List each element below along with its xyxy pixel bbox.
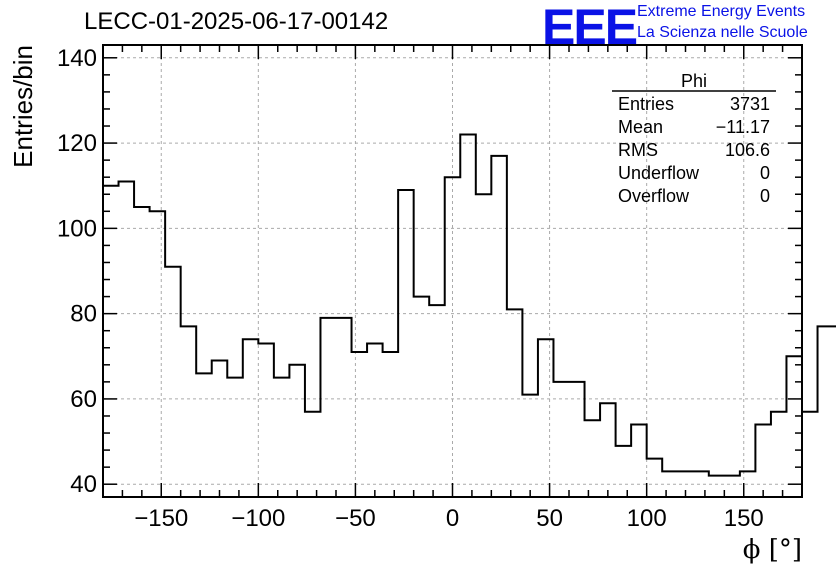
chart-title: LECC-01-2025-06-17-00142	[84, 8, 389, 35]
x-tick-label: −150	[134, 505, 188, 532]
stats-value: 0	[760, 163, 770, 183]
histogram-series	[103, 133, 836, 477]
y-tick-label: 60	[70, 386, 97, 413]
axis-ticks	[102, 45, 803, 497]
y-tick-labels: 40 60 80 100 120 140	[57, 45, 97, 498]
stats-box: Phi Entries 3731 Mean −11.17 RMS 106.6 Underflo…	[612, 71, 776, 206]
x-axis-label: ϕ [°]	[743, 535, 802, 565]
stats-value: −11.17	[716, 117, 770, 137]
logo-subtitle-line2: La Scienza nelle Scuole	[637, 24, 808, 41]
stats-value: 0	[760, 186, 770, 206]
y-axis-label: Entries/bin	[8, 45, 38, 168]
x-tick-labels: −150 −100 −50 0 50 100 150	[134, 505, 764, 532]
stats-value: 106.6	[725, 140, 770, 160]
x-tick-label: 0	[446, 505, 459, 532]
stats-label: Underflow	[618, 163, 700, 183]
stats-label: RMS	[618, 140, 658, 160]
grid-lines	[103, 45, 802, 497]
stats-label: Entries	[618, 94, 674, 114]
x-tick-label: 150	[724, 505, 764, 532]
stats-label: Mean	[618, 117, 663, 137]
stats-label: Overflow	[618, 186, 690, 206]
y-tick-label: 80	[70, 301, 97, 328]
x-tick-label: 50	[536, 505, 563, 532]
x-tick-label: −50	[335, 505, 376, 532]
y-tick-label: 140	[57, 45, 97, 72]
logo-subtitle-line1: Extreme Energy Events	[637, 3, 806, 20]
x-tick-label: −100	[231, 505, 285, 532]
stats-value: 3731	[730, 94, 770, 114]
y-tick-label: 100	[57, 215, 97, 242]
y-tick-label: 120	[57, 130, 97, 157]
y-tick-label: 40	[70, 471, 97, 498]
stats-box-title: Phi	[681, 71, 707, 91]
x-tick-label: 100	[627, 505, 667, 532]
